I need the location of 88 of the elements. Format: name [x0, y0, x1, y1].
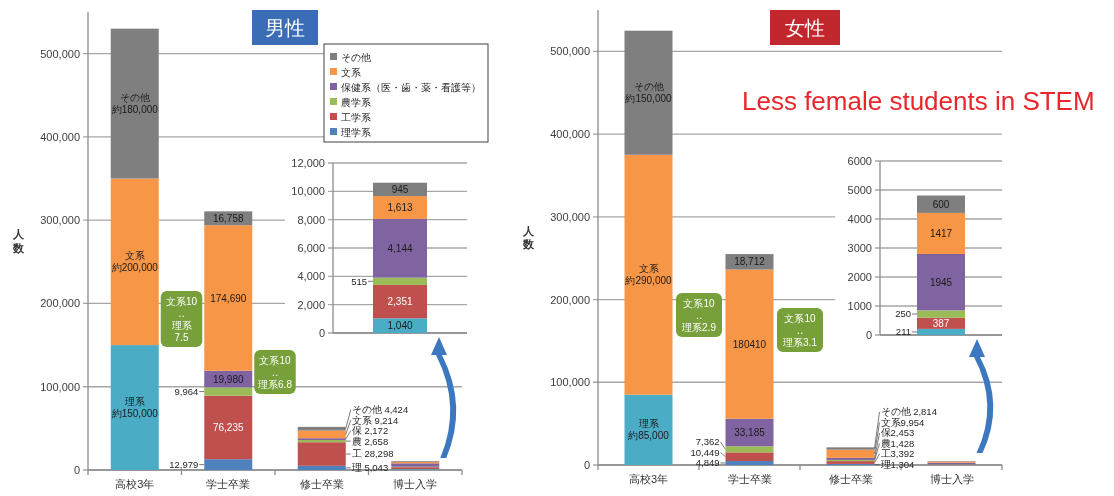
data-label: 12,979 [169, 459, 199, 471]
data-label: 211 [895, 326, 911, 338]
data-label: 4,144 [387, 242, 413, 254]
y-tick-label: 5000 [847, 184, 872, 196]
y-tick-label: 4,000 [297, 270, 325, 283]
data-label: 文系約200,000 [111, 250, 159, 274]
data-label: 10,449 [690, 446, 720, 458]
data-label: 1945 [929, 276, 953, 288]
legend-label: 工学系 [341, 111, 371, 123]
y-axis-title: 人数 [11, 228, 25, 254]
data-label: 33,185 [734, 427, 766, 439]
y-tick-label: 6000 [847, 155, 872, 167]
data-label: 387 [932, 317, 950, 329]
data-label: 1,040 [387, 320, 413, 332]
legend-label: 文系 [341, 66, 361, 78]
x-tick-label: 修士卒業 [828, 473, 873, 485]
data-label: その他 2,814 [880, 406, 937, 418]
data-label: 945 [391, 184, 409, 196]
data-label: 600 [932, 198, 950, 210]
y-tick-label: 300,000 [40, 214, 80, 227]
y-tick-label: 200,000 [40, 297, 80, 310]
data-label: その他 4,424 [351, 404, 409, 416]
y-tick-label: 10,000 [291, 185, 325, 198]
x-tick-label: 高校3年 [628, 473, 669, 485]
data-label: 農 2,658 [351, 435, 389, 447]
legend-label: 保健系（医・歯・薬・看護等） [341, 81, 481, 93]
data-label: 保 2,172 [351, 425, 389, 437]
y-tick-label: 12,000 [291, 157, 325, 169]
data-label: 1,613 [387, 202, 413, 214]
data-label: 2,351 [387, 296, 413, 308]
y-tick-label: 3000 [847, 242, 872, 254]
data-label: 76,235 [212, 422, 244, 434]
data-label: 1417 [929, 228, 953, 240]
y-tick-label: 400,000 [550, 128, 590, 141]
data-label: 7,362 [695, 436, 720, 448]
data-label: その他約180,000 [111, 92, 159, 116]
y-tick-label: 1000 [847, 300, 872, 312]
data-label: 理1,304 [880, 458, 915, 470]
y-tick-label: 0 [318, 327, 325, 339]
x-tick-label: 学士卒業 [727, 473, 772, 485]
y-tick-label: 0 [865, 329, 872, 341]
x-tick-label: 博士入学 [929, 473, 974, 485]
data-label: 文系 9,214 [351, 414, 399, 426]
data-label: 理系約85,000 [628, 418, 670, 442]
annotation: 文系10 ‥ 理系2.9 [682, 298, 717, 333]
data-label: 保2,453 [880, 427, 915, 439]
y-tick-label: 0 [583, 459, 590, 471]
y-tick-label: 0 [73, 464, 80, 476]
annotation: 文系10 ‥ 理系3.1 [783, 313, 818, 348]
y-tick-label: 4000 [847, 213, 872, 225]
y-tick-label: 6,000 [297, 242, 325, 254]
data-label: 理 5,043 [351, 462, 389, 474]
legend-label: 農学系 [341, 96, 371, 108]
data-label: 19,980 [212, 373, 244, 385]
y-tick-label: 500,000 [40, 47, 80, 60]
y-tick-label: 500,000 [550, 45, 590, 58]
data-label: 文系約290,000 [625, 263, 673, 287]
y-tick-label: 2,000 [297, 298, 325, 311]
x-tick-label: 学士卒業 [206, 478, 251, 490]
annotation: Less female students in STEM [742, 86, 1095, 116]
y-tick-label: 2000 [847, 271, 872, 283]
data-label: 4,849 [695, 457, 720, 469]
y-axis-title: 人数 [521, 224, 535, 251]
chart-title: 男性 [265, 16, 305, 39]
data-label: 174,690 [210, 292, 247, 304]
data-label: 工 28,298 [351, 448, 394, 460]
y-tick-label: 100,000 [550, 376, 590, 389]
y-tick-label: 100,000 [40, 380, 80, 393]
data-label: 9,964 [174, 385, 199, 397]
data-label: 16,758 [212, 212, 244, 224]
x-tick-label: 修士卒業 [299, 478, 344, 490]
legend-label: その他 [341, 51, 371, 63]
data-label: 180410 [732, 338, 767, 350]
y-tick-label: 400,000 [40, 130, 80, 143]
chart-title: 女性 [785, 16, 825, 39]
data-label: その他約150,000 [625, 81, 673, 105]
data-label: 理系約150,000 [111, 396, 159, 420]
x-tick-label: 博士入学 [393, 478, 438, 490]
data-label: 農1,428 [880, 437, 915, 449]
y-tick-label: 300,000 [550, 210, 590, 223]
y-tick-label: 8,000 [297, 213, 325, 226]
legend-label: 理学系 [341, 126, 371, 138]
x-tick-label: 高校3年 [115, 478, 155, 490]
data-label: 250 [895, 308, 911, 320]
data-label: 18,712 [734, 256, 766, 268]
data-label: 工3,392 [880, 448, 915, 460]
data-label: 515 [351, 275, 367, 287]
y-tick-label: 200,000 [550, 293, 590, 306]
